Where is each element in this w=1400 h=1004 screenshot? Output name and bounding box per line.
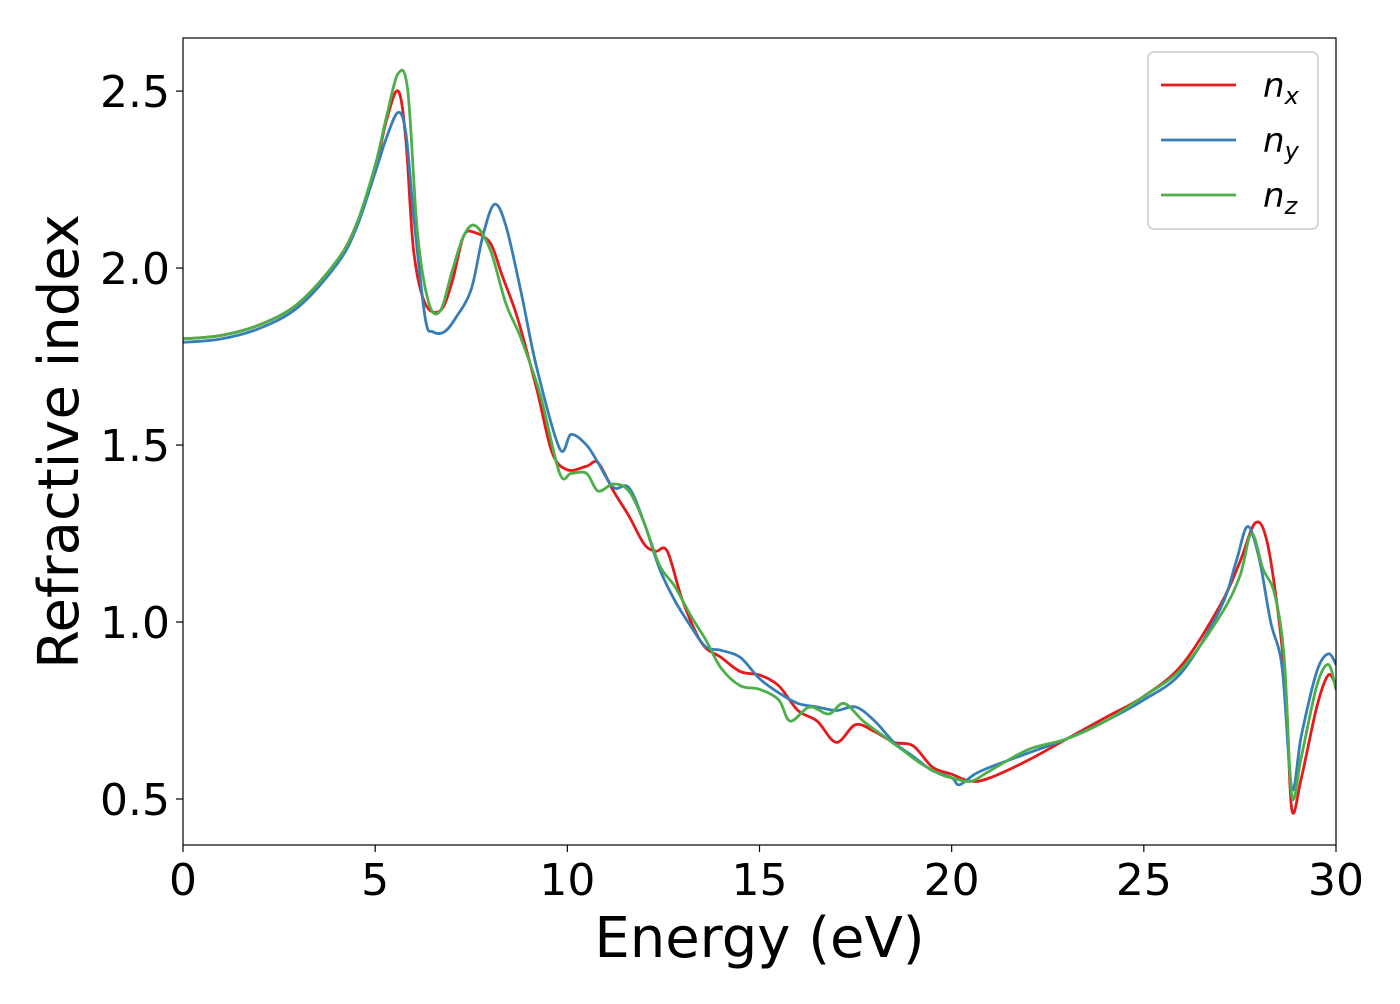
- legend-label-y: ny: [1263, 121, 1300, 165]
- series-line-z: [183, 68, 1336, 801]
- legend-items: nx ny nz: [1161, 66, 1300, 220]
- x-axis-title: Energy (eV): [594, 906, 924, 971]
- x-tick-label: 10: [539, 855, 595, 906]
- x-tick-label: 30: [1308, 855, 1364, 906]
- y-axis-ticks: 0.5 1.0 1.5 2.0 2.5: [100, 67, 183, 826]
- y-tick-label: 2.0: [100, 244, 170, 295]
- x-tick-label: 0: [169, 855, 197, 906]
- x-tick-label: 15: [732, 855, 788, 906]
- y-tick-label: 1.5: [100, 421, 170, 472]
- x-tick-label: 25: [1116, 855, 1172, 906]
- x-tick-label: 5: [361, 855, 389, 906]
- x-axis-ticks: 0 5 10 15 20 25 30: [169, 845, 1364, 906]
- legend: nx ny nz: [1147, 51, 1319, 230]
- x-tick-label: 20: [924, 855, 980, 906]
- y-axis-title: Refractive index: [27, 214, 92, 669]
- y-tick-label: 2.5: [100, 67, 170, 118]
- legend-label-z: nz: [1263, 176, 1299, 220]
- y-tick-label: 1.0: [100, 598, 170, 649]
- series-layer: [183, 68, 1336, 815]
- legend-label-x: nx: [1263, 66, 1300, 110]
- y-tick-label: 0.5: [100, 775, 170, 826]
